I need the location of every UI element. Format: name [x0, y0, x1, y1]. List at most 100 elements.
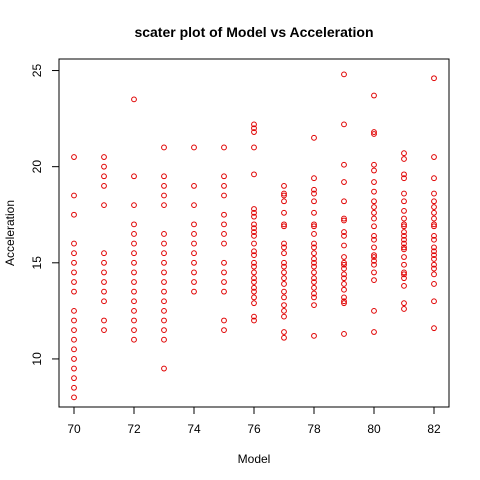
data-point [341, 281, 347, 287]
data-point [341, 275, 347, 282]
data-point [251, 259, 257, 266]
data-point [161, 279, 167, 285]
data-point [431, 198, 437, 205]
data-point [431, 281, 437, 287]
data-point [371, 232, 377, 239]
data-point [131, 202, 137, 209]
data-point [431, 236, 437, 243]
data-point [251, 279, 257, 285]
data-point [251, 300, 257, 307]
data-point [431, 154, 437, 160]
data-point [311, 134, 317, 141]
data-point [371, 167, 377, 174]
data-point [341, 71, 347, 78]
data-point [221, 173, 227, 180]
data-point [401, 232, 407, 239]
data-point [281, 329, 287, 335]
data-point [341, 294, 347, 301]
data-point [371, 329, 377, 335]
x-tick-label: 80 [367, 422, 381, 436]
data-point [341, 161, 347, 168]
data-point [371, 131, 377, 137]
data-point [401, 306, 407, 312]
data-point [161, 144, 167, 151]
data-point [281, 302, 287, 308]
data-point [71, 375, 77, 382]
data-point [311, 279, 317, 285]
data-point [191, 144, 197, 151]
data-point [281, 223, 287, 230]
data-point [431, 204, 437, 210]
data-point [131, 307, 137, 314]
data-point [431, 298, 437, 305]
data-point [251, 240, 257, 247]
data-point [311, 186, 317, 193]
data-point [281, 259, 287, 266]
data-point [431, 252, 437, 259]
data-point [131, 173, 137, 180]
data-point [131, 336, 137, 343]
data-point [401, 207, 407, 214]
data-point [341, 229, 347, 235]
data-point [71, 279, 77, 285]
data-point [221, 269, 227, 276]
data-point [311, 223, 317, 230]
data-point [401, 175, 407, 182]
data-point [191, 240, 197, 247]
data-point [431, 256, 437, 262]
data-point [161, 317, 167, 324]
data-point [371, 257, 377, 264]
data-point [251, 225, 257, 232]
data-point [101, 259, 107, 266]
data-point [401, 236, 407, 243]
data-point [161, 327, 167, 333]
y-tick-label: 10 [30, 352, 44, 366]
data-point [431, 232, 437, 239]
data-point [311, 231, 317, 237]
data-point [311, 259, 317, 266]
data-point [401, 190, 407, 197]
data-point [131, 221, 137, 228]
data-point [191, 182, 197, 189]
data-point [431, 75, 437, 82]
x-tick-label: 76 [247, 422, 261, 436]
data-point [131, 96, 137, 103]
data-point [131, 279, 137, 285]
y-tick-label: 15 [30, 256, 44, 270]
data-point [251, 232, 257, 239]
data-point [311, 244, 317, 251]
data-point [281, 182, 287, 189]
data-point [431, 325, 437, 332]
data-point [401, 261, 407, 268]
x-axis: 70 72 74 76 78 80 82 [67, 407, 441, 436]
data-point [221, 182, 227, 189]
data-point [251, 252, 257, 259]
data-point [71, 192, 77, 199]
data-point [431, 221, 437, 228]
data-point [431, 190, 437, 197]
data-point [281, 307, 287, 314]
y-axis: 10 15 20 25 [30, 64, 59, 366]
data-point [221, 231, 227, 237]
data-point [101, 202, 107, 209]
data-point [131, 327, 137, 333]
data-point [401, 215, 407, 222]
data-point [251, 317, 257, 324]
data-point [371, 269, 377, 276]
data-point [281, 244, 287, 251]
data-point [221, 317, 227, 324]
data-point [431, 175, 437, 182]
data-point [431, 261, 437, 268]
data-point [101, 250, 107, 257]
data-point [401, 198, 407, 205]
data-point [71, 269, 77, 276]
data-point [161, 259, 167, 266]
data-point [251, 229, 257, 235]
data-point [371, 129, 377, 135]
data-point [191, 221, 197, 228]
data-point [311, 175, 317, 182]
data-point [251, 294, 257, 301]
data-point [341, 271, 347, 278]
data-point [311, 221, 317, 228]
